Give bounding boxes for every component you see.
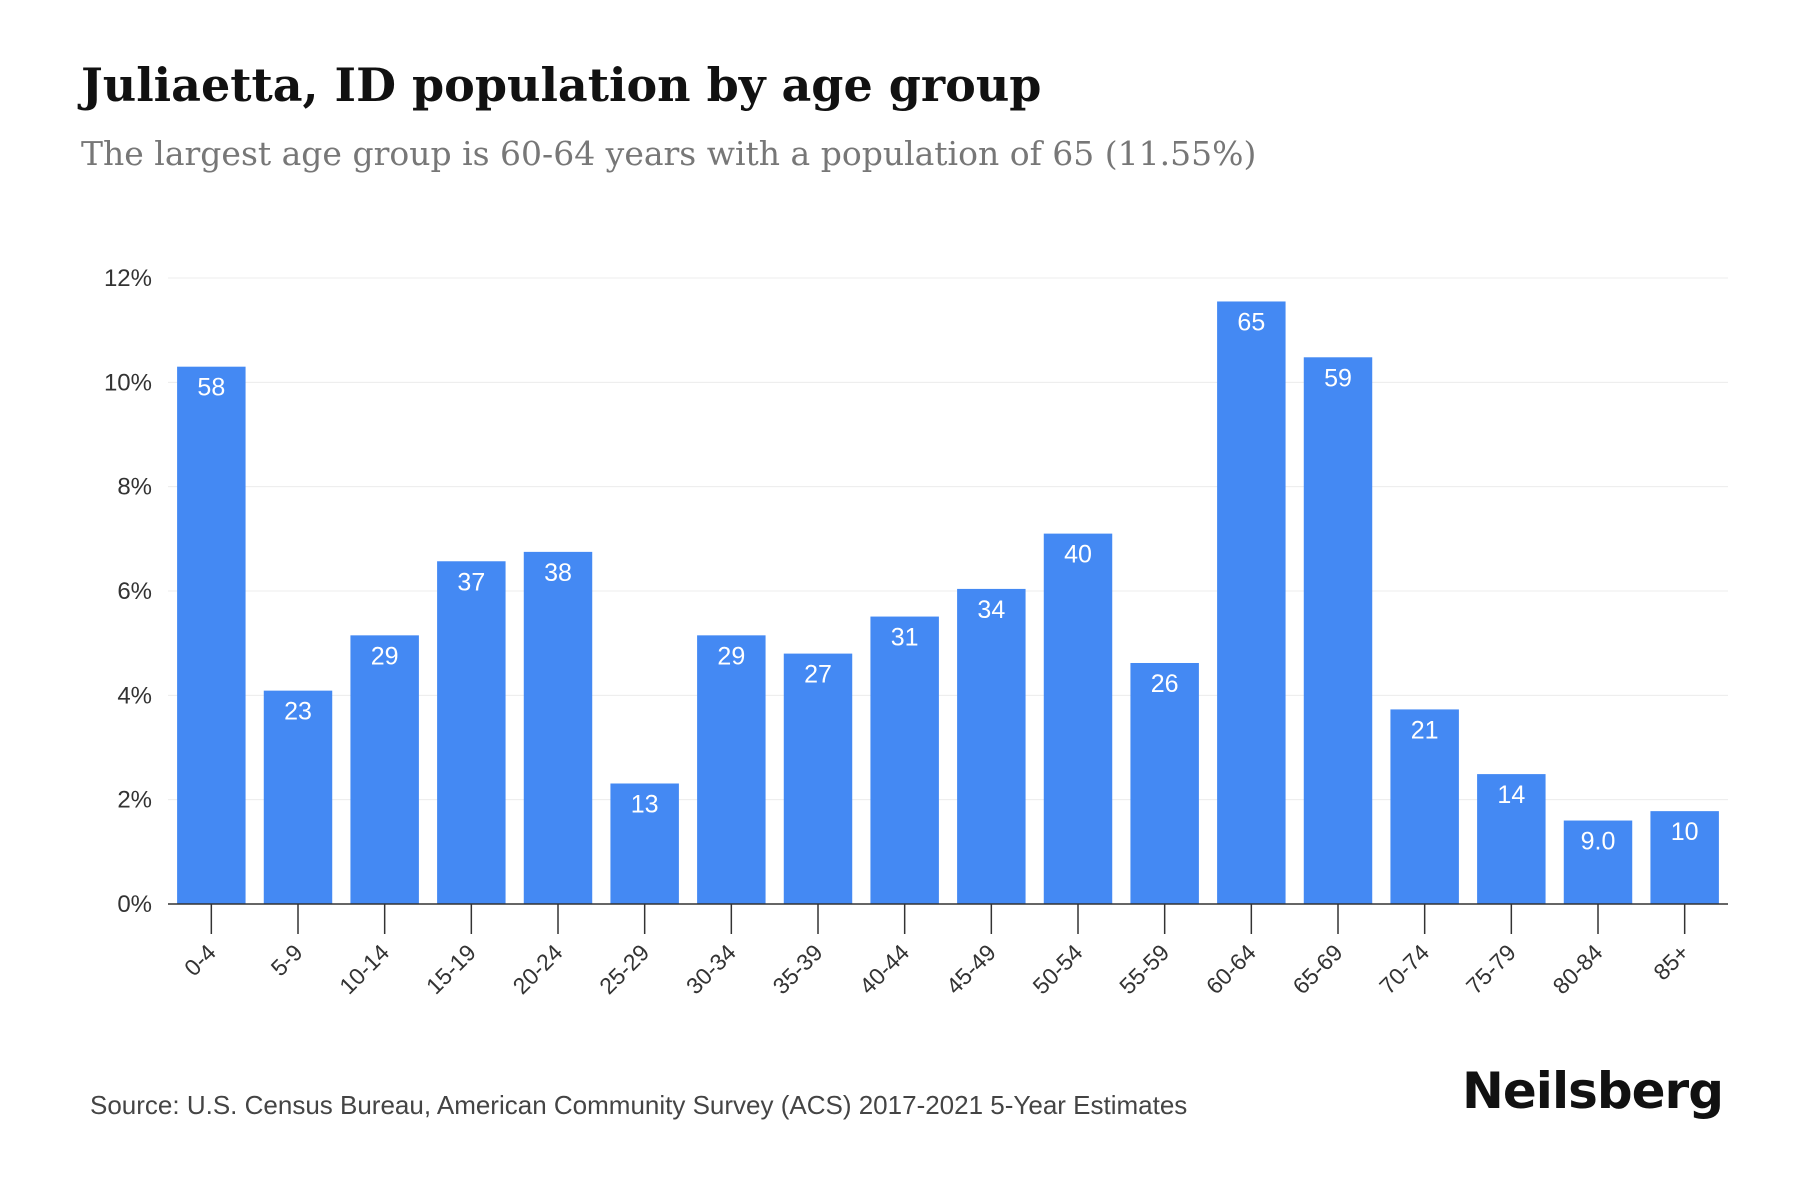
y-axis-ticks: 0% 2% 4% 6% 8% 10% 12% <box>104 265 152 918</box>
x-tick-label: 0-4 <box>179 939 221 981</box>
x-tick-label: 40-44 <box>854 939 914 999</box>
brand-logo: Neilsberg <box>1462 1062 1724 1120</box>
bar-data-label: 26 <box>1151 670 1179 698</box>
x-tick-label: 70-74 <box>1374 939 1434 999</box>
y-tick-label: 2% <box>117 787 152 814</box>
bar-15-19 <box>437 561 506 904</box>
x-tick-label: 20-24 <box>508 939 568 999</box>
bar-30-34 <box>697 635 766 904</box>
x-tick-label: 80-84 <box>1548 939 1608 999</box>
bar-55-59 <box>1130 662 1199 904</box>
bar-data-label: 29 <box>717 642 745 670</box>
bar-data-label: 58 <box>197 374 225 402</box>
bar-75-79 <box>1477 774 1546 904</box>
bar-80-84 <box>1563 820 1633 904</box>
y-tick-label: 8% <box>117 474 152 501</box>
x-tick-label: 25-29 <box>594 939 654 999</box>
bars: 58 23 29 37 38 13 29 27 31 34 40 26 65 59 21 14 9.0 10 <box>177 301 1719 905</box>
chart-title: Juliaetta, ID population by age group <box>81 58 1042 112</box>
bar-20-24 <box>523 551 593 904</box>
x-tick-label: 35-39 <box>768 939 828 999</box>
bar-60-64 <box>1217 301 1286 905</box>
bar-65-69 <box>1303 357 1373 904</box>
bar-35-39 <box>783 653 853 904</box>
x-tick-label: 75-79 <box>1461 939 1521 999</box>
bar-40-44 <box>870 616 939 904</box>
bar-data-label: 9.0 <box>1581 828 1616 856</box>
x-axis: 0-4 5-9 10-14 15-19 20-24 25-29 30-34 35-39 40-4… <box>168 903 1728 999</box>
bar-data-label: 27 <box>804 661 832 689</box>
bar-25-29 <box>610 783 679 904</box>
source-note: Source: U.S. Census Bureau, American Com… <box>90 1090 1188 1120</box>
bar-data-label: 40 <box>1064 541 1092 569</box>
x-tick-label: 5-9 <box>266 939 308 981</box>
x-tick-label: 55-59 <box>1114 939 1174 999</box>
bar-data-label: 14 <box>1497 781 1525 809</box>
y-tick-label: 10% <box>104 369 152 396</box>
bar-data-label: 65 <box>1237 308 1265 336</box>
y-tick-label: 6% <box>117 578 152 605</box>
bar-data-label: 38 <box>544 559 572 587</box>
bar-data-label: 23 <box>284 698 312 726</box>
bar-data-label: 21 <box>1411 716 1439 744</box>
bar-data-label: 10 <box>1671 818 1699 846</box>
x-tick-label: 50-54 <box>1028 939 1088 999</box>
x-tick-label: 65-69 <box>1288 939 1348 999</box>
bar-data-label: 34 <box>977 596 1005 624</box>
x-tick-label: 60-64 <box>1201 939 1261 999</box>
gridlines <box>168 277 1728 801</box>
y-tick-label: 12% <box>104 265 152 292</box>
x-tick-label: 30-34 <box>681 939 741 999</box>
bar-85+ <box>1650 811 1719 904</box>
x-tick-label: 45-49 <box>941 939 1001 999</box>
bar-10-14 <box>350 635 419 904</box>
bar-45-49 <box>957 588 1026 904</box>
bar-data-label: 13 <box>631 790 659 818</box>
bar-50-54 <box>1043 533 1113 904</box>
x-tick-label: 10-14 <box>334 939 394 999</box>
bar-chart: 0% 2% 4% 6% 8% 10% 12% 58 23 29 37 38 13 29 27 31 34 40 2… <box>104 265 1728 999</box>
bar-data-label: 37 <box>457 568 485 596</box>
y-tick-label: 0% <box>117 891 152 918</box>
bar-data-label: 31 <box>891 624 919 652</box>
x-tick-label: 15-19 <box>421 939 481 999</box>
x-tick-label: 85+ <box>1648 939 1694 985</box>
bar-70-74 <box>1390 709 1459 904</box>
bar-data-label: 29 <box>371 642 399 670</box>
bar-data-label: 59 <box>1324 364 1352 392</box>
bar-0-4 <box>177 366 246 904</box>
bar-5-9 <box>263 690 333 904</box>
y-tick-label: 4% <box>117 682 152 709</box>
chart-subtitle: The largest age group is 60-64 years wit… <box>81 134 1257 173</box>
